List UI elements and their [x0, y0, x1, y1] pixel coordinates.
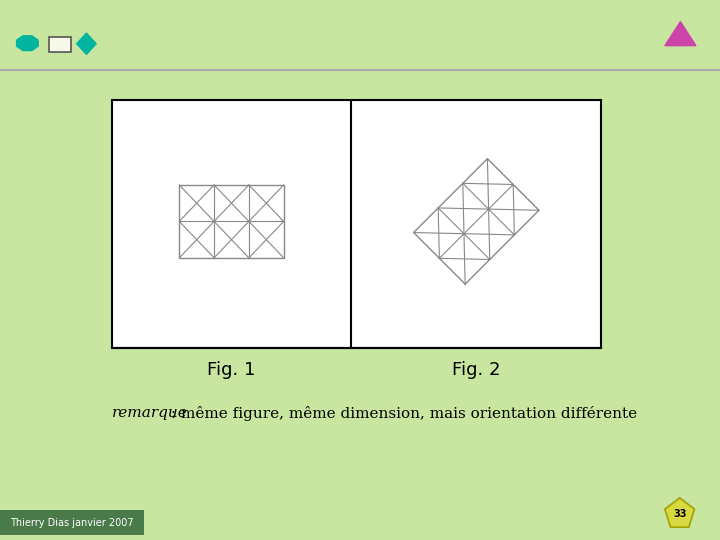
Text: Thierry Dias janvier 2007: Thierry Dias janvier 2007 — [10, 518, 134, 528]
Text: Fig. 1: Fig. 1 — [207, 361, 256, 379]
Polygon shape — [665, 498, 695, 527]
Bar — [49, 37, 71, 52]
Text: : même figure, même dimension, mais orientation différente: : même figure, même dimension, mais orie… — [166, 406, 636, 421]
Text: 33: 33 — [673, 509, 686, 519]
Text: remarque: remarque — [112, 406, 187, 420]
Bar — [179, 185, 284, 258]
Text: Fig. 2: Fig. 2 — [452, 361, 500, 379]
Polygon shape — [17, 36, 38, 51]
Bar — [0, 510, 144, 535]
Polygon shape — [665, 22, 696, 46]
Polygon shape — [76, 33, 96, 55]
Bar — [112, 100, 601, 348]
